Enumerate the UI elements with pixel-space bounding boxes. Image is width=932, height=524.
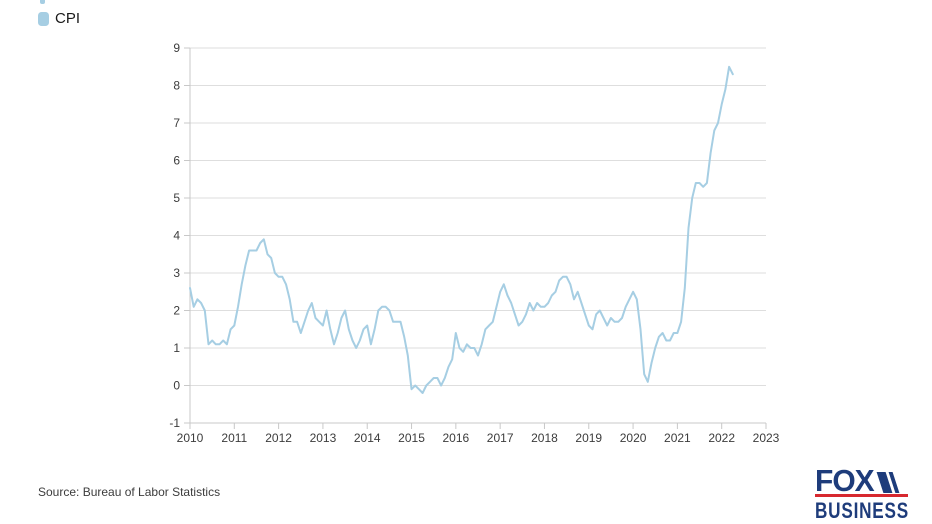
x-tick-label: 2010 — [177, 431, 204, 445]
x-tick-label: 2016 — [442, 431, 469, 445]
x-tick-label: 2022 — [708, 431, 735, 445]
fox-business-logo: FOX BUSINESS — [815, 464, 909, 524]
x-tick-label: 2023 — [753, 431, 780, 445]
x-tick-label: 2021 — [664, 431, 691, 445]
y-tick-label: 1 — [173, 341, 180, 355]
source-note: Source: Bureau of Labor Statistics — [38, 485, 221, 499]
x-tick-label: 2019 — [575, 431, 602, 445]
x-tick-label: 2017 — [487, 431, 514, 445]
legend-swatch-cpi — [38, 11, 49, 26]
y-tick-label: 9 — [173, 41, 180, 55]
y-tick-label: 6 — [173, 154, 180, 168]
x-tick-label: 2014 — [354, 431, 381, 445]
y-tick-label: 7 — [173, 116, 180, 130]
legend: CPI — [38, 10, 80, 27]
y-tick-label: 3 — [173, 266, 180, 280]
y-tick-label: -1 — [169, 416, 180, 430]
x-tick-label: 2020 — [620, 431, 647, 445]
x-tick-label: 2015 — [398, 431, 425, 445]
y-tick-label: 0 — [173, 379, 180, 393]
logo-fox-row: FOX — [815, 464, 908, 499]
logo-fox-text: FOX — [815, 464, 875, 499]
x-tick-label: 2018 — [531, 431, 558, 445]
y-tick-label: 8 — [173, 79, 180, 93]
logo-red-bar — [815, 494, 908, 497]
x-tick-label: 2011 — [221, 431, 247, 445]
cpi-line — [189, 65, 734, 394]
y-tick-label: 4 — [173, 229, 180, 243]
logo-business-text: BUSINESS — [815, 498, 909, 523]
legend-label: CPI — [55, 10, 81, 27]
y-tick-label: 2 — [173, 304, 180, 318]
y-tick-label: 5 — [173, 191, 180, 205]
cpi-line-chart: -1 0 1 2 3 4 5 6 7 8 9 2010 2011 2012 2013 2014 2015 2016… — [169, 41, 780, 445]
clipped-artifact — [40, 0, 45, 4]
x-tick-label: 2012 — [265, 431, 292, 445]
x-tick-label: 2013 — [310, 431, 337, 445]
